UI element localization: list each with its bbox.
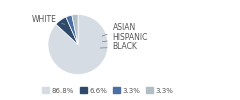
Text: BLACK: BLACK bbox=[100, 42, 137, 51]
Text: WHITE: WHITE bbox=[31, 14, 65, 24]
Text: ASIAN: ASIAN bbox=[102, 24, 136, 36]
Text: HISPANIC: HISPANIC bbox=[102, 33, 148, 42]
Wedge shape bbox=[56, 17, 78, 44]
Wedge shape bbox=[66, 15, 78, 45]
Legend: 86.8%, 6.6%, 3.3%, 3.3%: 86.8%, 6.6%, 3.3%, 3.3% bbox=[39, 85, 177, 96]
Wedge shape bbox=[48, 14, 108, 74]
Wedge shape bbox=[72, 14, 78, 44]
